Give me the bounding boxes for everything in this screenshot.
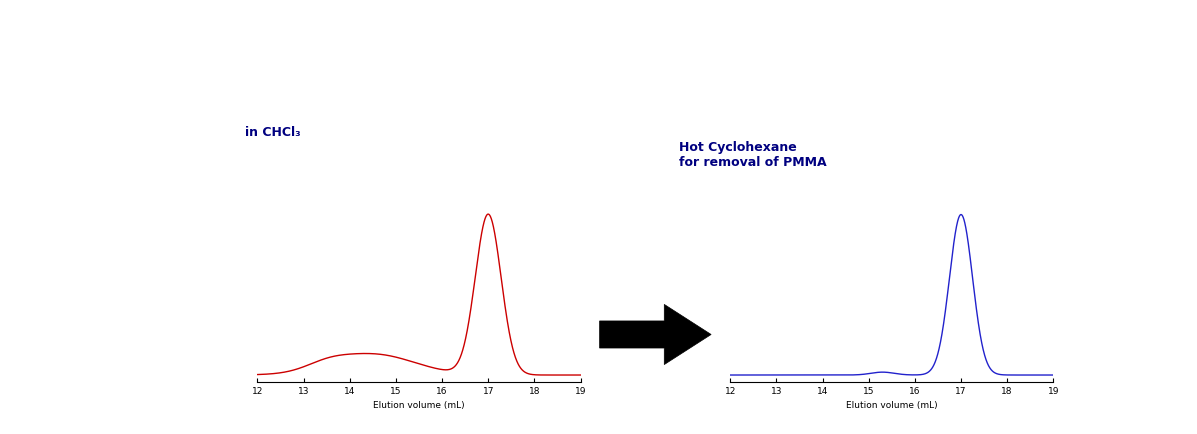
- X-axis label: Elution volume (mL): Elution volume (mL): [846, 401, 937, 410]
- Polygon shape: [600, 304, 711, 365]
- Text: Hot Cyclohexane
for removal of PMMA: Hot Cyclohexane for removal of PMMA: [680, 141, 827, 169]
- Text: in CHCl₃: in CHCl₃: [245, 126, 300, 139]
- X-axis label: Elution volume (mL): Elution volume (mL): [373, 401, 464, 410]
